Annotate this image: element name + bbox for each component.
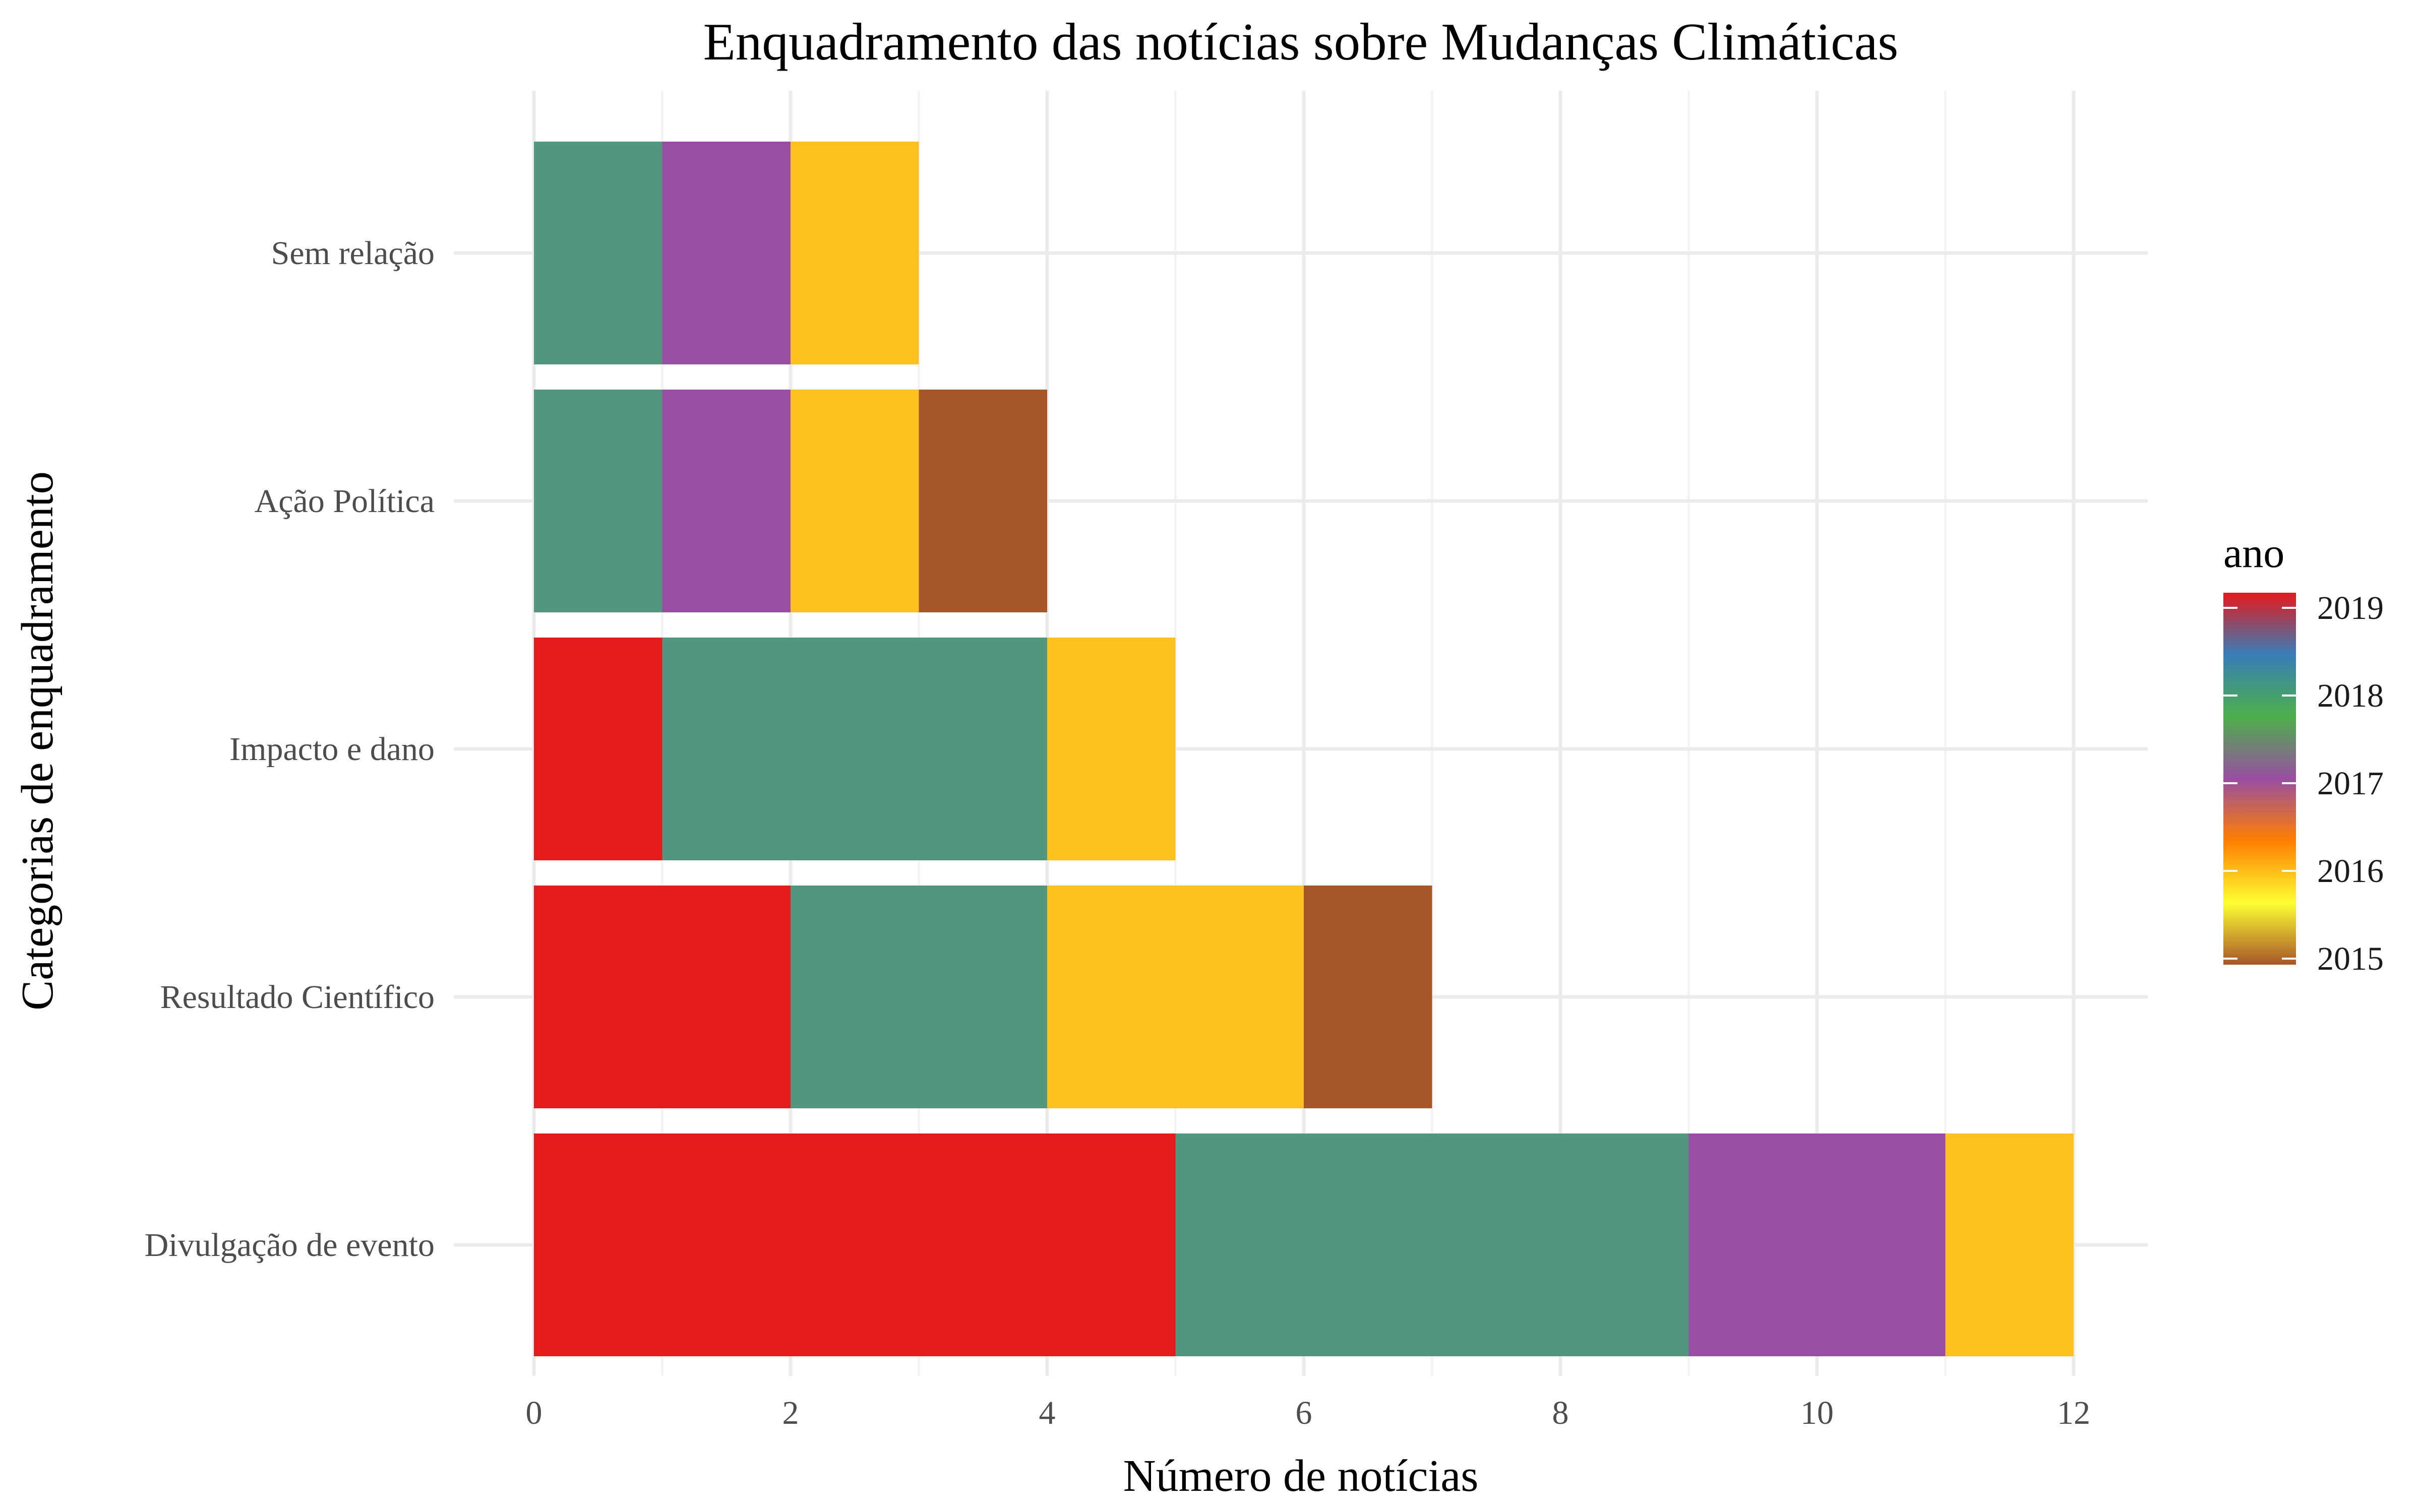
y-axis-title: Categorias de enquadramento — [13, 471, 63, 1011]
bar-segment — [1047, 638, 1176, 860]
bar-segment — [534, 886, 791, 1108]
legend-label: 2015 — [2317, 940, 2384, 977]
bar-segment — [662, 390, 791, 612]
bar-segment — [791, 142, 919, 364]
bar-segment — [1688, 1133, 1946, 1356]
bar-segment — [791, 390, 919, 612]
bar-segment — [662, 638, 1047, 860]
bar-segment — [534, 390, 662, 612]
y-tick-label: Ação Política — [255, 483, 435, 520]
x-tick-label: 4 — [1039, 1395, 1056, 1431]
bar-segment — [1047, 886, 1304, 1108]
x-tick-label: 10 — [1800, 1395, 1834, 1431]
bar-segment — [1175, 1133, 1689, 1356]
x-tick-label: 8 — [1552, 1395, 1569, 1431]
y-tick-label: Resultado Científico — [160, 979, 435, 1016]
y-tick-labels: Divulgação de evento Resultado Científico… — [145, 235, 435, 1264]
bar-segment — [534, 142, 662, 364]
chart-title: Enquadramento das notícias sobre Mudança… — [703, 12, 1899, 71]
bar-segment — [1304, 886, 1432, 1108]
legend-label: 2018 — [2317, 677, 2384, 714]
x-tick-label: 6 — [1296, 1395, 1312, 1431]
x-tick-label: 2 — [782, 1395, 799, 1431]
bar-segment — [662, 142, 791, 364]
legend-ticks: 2019 2018 2017 2016 2015 — [2223, 590, 2384, 977]
legend-label: 2016 — [2317, 853, 2384, 890]
bar-segment — [919, 390, 1047, 612]
y-tick-label: Sem relação — [271, 235, 435, 272]
y-tick-label: Divulgação de evento — [145, 1227, 435, 1264]
x-tick-label: 0 — [526, 1395, 542, 1431]
legend: ano 2019 2018 2017 2016 2015 — [2223, 530, 2384, 977]
legend-title: ano — [2223, 530, 2284, 577]
x-axis-title: Número de notícias — [1123, 1451, 1479, 1501]
x-tick-label: 12 — [2057, 1395, 2090, 1431]
bar-segment — [791, 886, 1047, 1108]
bar-segment — [534, 638, 662, 860]
legend-label: 2017 — [2317, 765, 2384, 802]
y-tick-label: Impacto e dano — [229, 731, 435, 768]
legend-label: 2019 — [2317, 590, 2384, 626]
legend-colorbar — [2223, 593, 2296, 965]
x-tick-labels: 0 2 4 6 8 10 12 — [526, 1395, 2091, 1431]
bar-segment — [1945, 1133, 2074, 1356]
bar-segment — [534, 1133, 1176, 1356]
bars — [534, 142, 2074, 1356]
